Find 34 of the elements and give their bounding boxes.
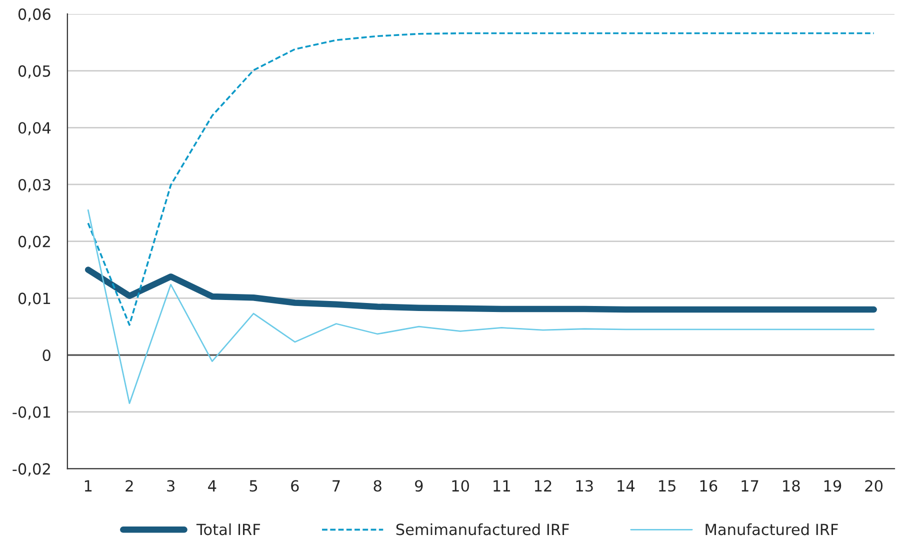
x-tick-label: 18	[783, 480, 800, 492]
y-tick-label: 0,06	[18, 8, 50, 22]
x-tick-label: 13	[576, 480, 593, 492]
y-tick-label: 0,04	[18, 122, 51, 136]
line-series	[87, 209, 875, 404]
y-tick-label: -0,02	[12, 463, 50, 476]
x-tick-label: 20	[865, 480, 883, 492]
x-tick-label: 14	[618, 480, 635, 492]
x-tick-label: 3	[167, 480, 174, 492]
line-series	[87, 32, 875, 326]
x-tick-label: 2	[126, 480, 133, 492]
x-tick-label: 11	[494, 480, 510, 492]
x-tick-label: 15	[659, 480, 676, 492]
y-tick-label: -0,01	[12, 406, 50, 420]
legend-label: Semimanufactured IRF	[396, 523, 569, 536]
y-tick-label: 0,01	[18, 292, 50, 306]
y-tick-label: 0	[42, 349, 50, 362]
x-tick-label: 12	[534, 480, 552, 492]
x-tick-label: 19	[824, 480, 842, 492]
x-tick-label: 8	[374, 480, 382, 492]
y-tick-label: 0,03	[18, 178, 50, 192]
x-tick-label: 7	[332, 480, 340, 492]
x-tick-label: 16	[700, 480, 718, 492]
x-tick-label: 6	[291, 480, 299, 492]
x-tick-label: 10	[452, 480, 469, 492]
x-tick-label: 9	[415, 480, 423, 492]
x-tick-label: 4	[208, 480, 216, 492]
y-tick-label: 0,02	[18, 236, 50, 249]
x-tick-label: 5	[250, 480, 258, 492]
y-tick-label: 0,05	[18, 65, 50, 78]
legend-label: Total IRF	[196, 523, 260, 536]
x-tick-label: 17	[742, 480, 758, 492]
x-tick-label: 1	[84, 480, 92, 492]
legend-label: Manufactured IRF	[706, 523, 838, 536]
